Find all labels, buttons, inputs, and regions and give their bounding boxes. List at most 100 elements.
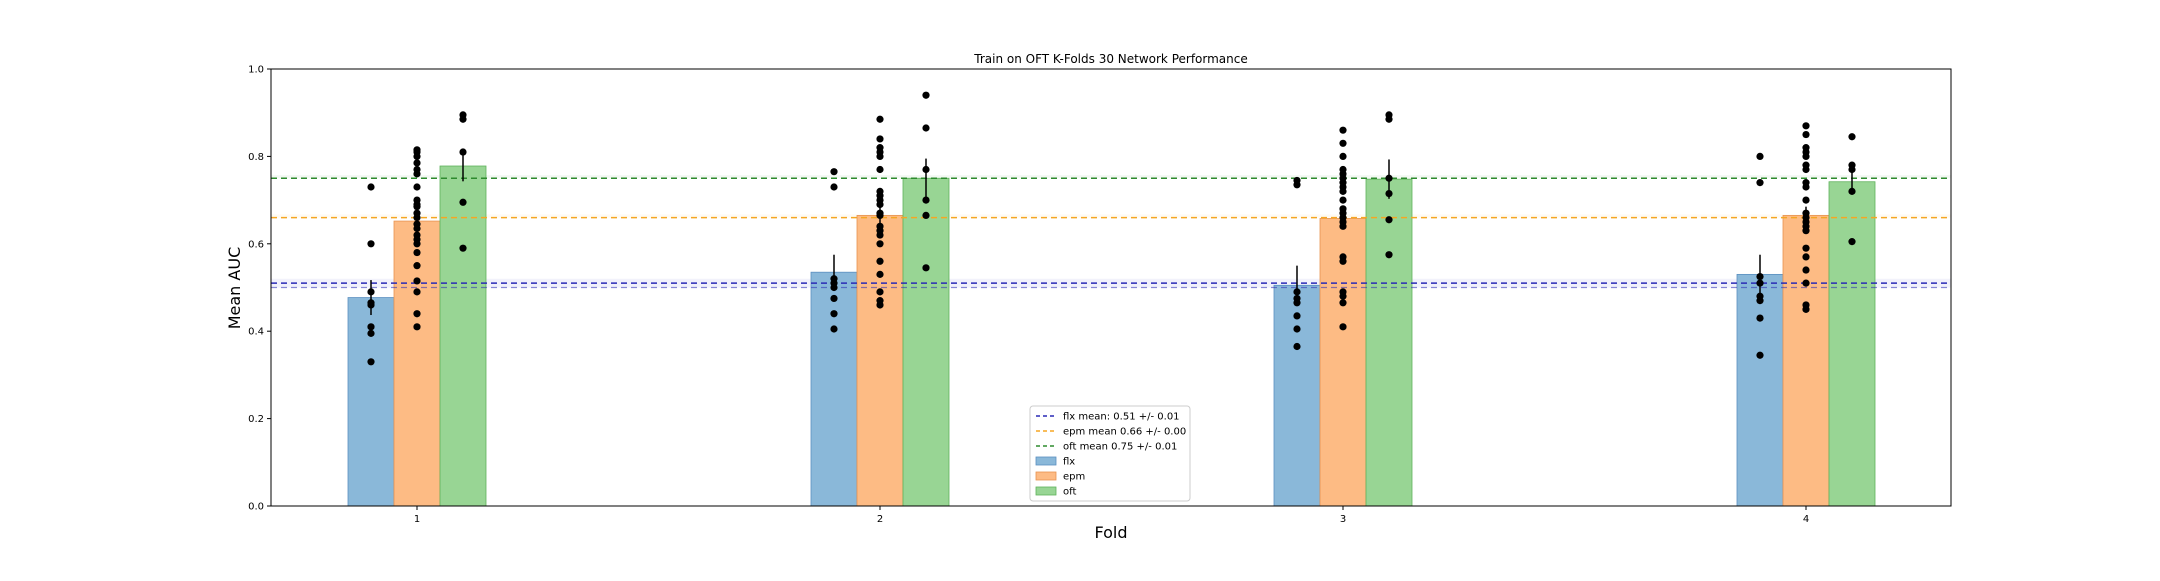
- legend-label-flx: flx: [1063, 457, 1075, 468]
- point-flx-3-7: [1293, 176, 1301, 185]
- point-flx-1-5: [367, 288, 375, 296]
- point-epm-1-19: [413, 159, 421, 167]
- point-oft-4-0: [1848, 238, 1856, 246]
- point-oft-3-1: [1385, 216, 1393, 224]
- point-flx-4-0: [1756, 351, 1764, 359]
- x-axis-label: Fold: [1094, 523, 1127, 542]
- y-tick-label-4: 0.8: [248, 152, 264, 163]
- point-flx-1-7: [367, 183, 375, 191]
- point-oft-3-5: [1385, 111, 1393, 119]
- legend-label-mean-epm: epm mean 0.66 +/- 0.00: [1063, 427, 1186, 438]
- point-epm-3-17: [1339, 165, 1347, 174]
- y-tick-label-1: 0.2: [248, 414, 264, 425]
- point-epm-1-3: [413, 277, 421, 285]
- point-epm-3-20: [1339, 126, 1347, 134]
- point-epm-2-20: [876, 115, 884, 123]
- point-epm-2-4: [876, 257, 884, 265]
- point-layer: [367, 91, 1856, 366]
- point-epm-4-18: [1802, 144, 1810, 152]
- point-epm-4-4: [1802, 253, 1810, 261]
- point-flx-4-4: [1756, 279, 1764, 287]
- point-epm-4-5: [1802, 244, 1810, 252]
- point-oft-2-3: [922, 165, 930, 174]
- legend-swatch-flx: [1035, 456, 1057, 466]
- point-epm-3-19: [1339, 139, 1347, 147]
- legend-swatch-epm: [1035, 471, 1057, 481]
- point-epm-4-10: [1802, 209, 1810, 217]
- point-flx-2-2: [830, 294, 838, 303]
- mean-band-2: [271, 175, 1951, 179]
- point-flx-2-6: [830, 183, 838, 191]
- point-epm-1-10: [413, 220, 421, 228]
- point-oft-1-2: [459, 148, 467, 156]
- point-flx-2-0: [830, 325, 838, 333]
- y-axis-label: Mean AUC: [225, 247, 244, 330]
- point-epm-1-4: [413, 262, 421, 270]
- point-epm-4-2: [1802, 279, 1810, 287]
- point-epm-3-3: [1339, 288, 1347, 296]
- point-oft-3-3: [1385, 174, 1393, 182]
- point-epm-4-1: [1802, 301, 1810, 309]
- y-axis: 0.0 0.2 0.4 0.6 0.8 1.0: [248, 65, 271, 513]
- point-epm-4-15: [1802, 161, 1810, 169]
- point-oft-1-4: [459, 111, 467, 119]
- point-oft-2-5: [922, 91, 930, 99]
- point-epm-4-11: [1802, 196, 1810, 204]
- chart-title: Train on OFT K-Folds 30 Network Performa…: [973, 52, 1247, 66]
- point-flx-1-4: [367, 299, 375, 307]
- bar-flx-4: [1736, 273, 1784, 507]
- point-oft-2-4: [922, 124, 930, 132]
- point-flx-1-0: [367, 358, 375, 366]
- point-flx-2-5: [830, 275, 838, 283]
- point-flx-1-6: [367, 240, 375, 248]
- point-oft-4-3: [1848, 161, 1856, 169]
- legend-label-epm: epm: [1063, 472, 1085, 483]
- legend: flx mean: 0.51 +/- 0.01 epm mean 0.66 +/-…: [1029, 405, 1191, 502]
- point-flx-4-7: [1756, 152, 1764, 160]
- point-epm-3-11: [1339, 196, 1347, 204]
- point-oft-3-0: [1385, 251, 1393, 259]
- point-flx-1-1: [367, 329, 375, 337]
- point-epm-3-18: [1339, 152, 1347, 160]
- point-epm-2-3: [876, 270, 884, 278]
- y-tick-label-2: 0.4: [248, 327, 264, 338]
- x-tick-label-2: 3: [1340, 514, 1346, 525]
- point-epm-2-14: [876, 187, 884, 195]
- point-oft-4-4: [1848, 133, 1856, 141]
- point-epm-3-5: [1339, 253, 1347, 261]
- point-epm-3-0: [1339, 323, 1347, 331]
- point-oft-1-1: [459, 198, 467, 206]
- mean-line-layer: [271, 177, 1951, 289]
- point-epm-1-12: [413, 209, 421, 217]
- point-epm-2-19: [876, 135, 884, 143]
- point-epm-4-3: [1802, 266, 1810, 274]
- point-epm-1-1: [413, 310, 421, 318]
- mean-band-1: [271, 214, 1951, 218]
- point-flx-4-5: [1756, 272, 1764, 281]
- point-oft-1-0: [459, 244, 467, 252]
- x-tick-label-1: 2: [877, 514, 883, 525]
- point-epm-2-10: [876, 209, 884, 217]
- point-epm-1-8: [413, 231, 421, 239]
- point-epm-3-10: [1339, 205, 1347, 213]
- point-flx-3-2: [1293, 312, 1301, 320]
- point-epm-4-20: [1802, 122, 1810, 130]
- point-epm-2-15: [876, 165, 884, 174]
- point-flx-1-2: [367, 323, 375, 331]
- plot-frame: [270, 68, 1952, 507]
- bar-oft-4: [1828, 181, 1876, 507]
- point-oft-3-2: [1385, 189, 1393, 198]
- x-tick-label-0: 1: [414, 514, 420, 525]
- point-epm-2-8: [876, 222, 884, 230]
- point-epm-4-13: [1802, 179, 1810, 187]
- bar-flx-3: [1273, 284, 1321, 507]
- point-epm-1-22: [413, 146, 421, 154]
- legend-box: [1029, 405, 1191, 502]
- point-flx-3-0: [1293, 342, 1301, 351]
- point-flx-4-3: [1756, 292, 1764, 300]
- x-axis: 1 2 3 4: [414, 506, 1809, 525]
- point-flx-3-1: [1293, 325, 1301, 333]
- y-tick-label-3: 0.6: [248, 239, 264, 250]
